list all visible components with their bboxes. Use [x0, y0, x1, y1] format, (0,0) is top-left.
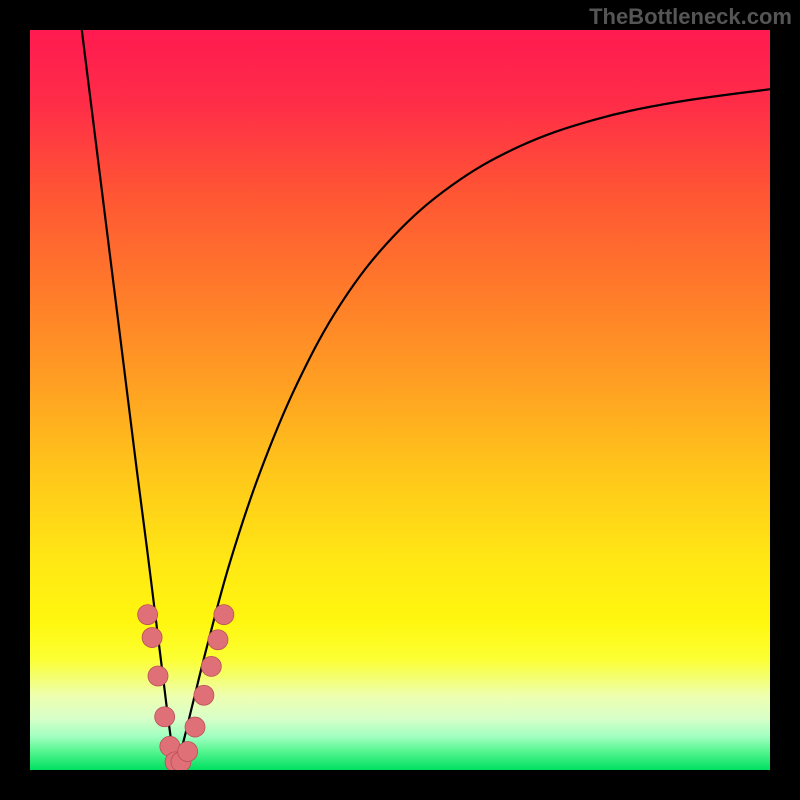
chart-container: TheBottleneck.com: [0, 0, 800, 800]
plot-area: [30, 30, 770, 770]
watermark-text: TheBottleneck.com: [589, 4, 792, 30]
gradient-background: [30, 30, 770, 770]
